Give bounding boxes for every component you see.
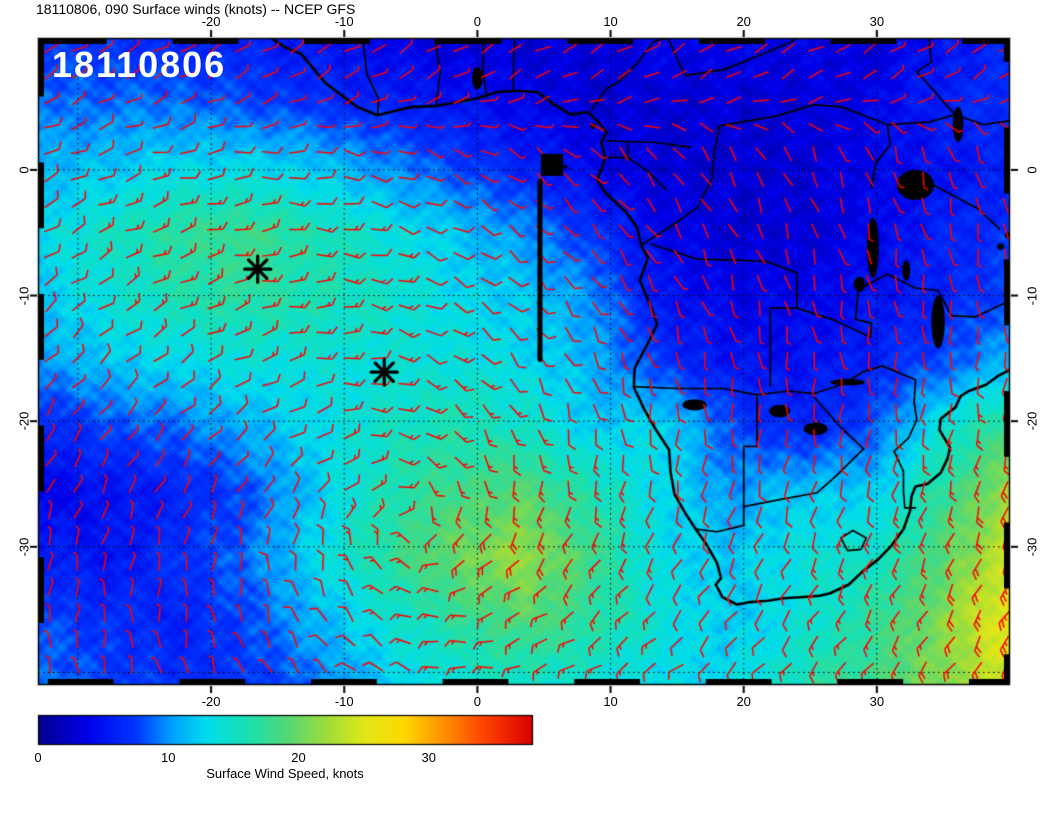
colorbar-label: Surface Wind Speed, knots — [206, 766, 364, 781]
plot-title: 18110806, 090 Surface winds (knots) -- N… — [36, 1, 356, 17]
run-timestamp-overlay: 18110806 — [52, 44, 227, 85]
